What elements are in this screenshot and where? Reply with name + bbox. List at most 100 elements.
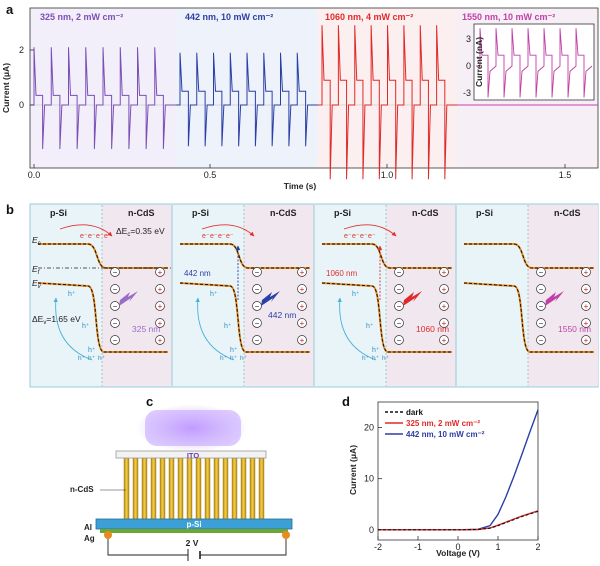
wavelength-label-2: 1060 nm: [416, 324, 449, 334]
electron-flow-0: [59, 224, 113, 237]
ion-pos-3-0: [581, 267, 591, 277]
nanorod-4: [159, 457, 166, 521]
cds-region-0: [102, 205, 172, 386]
photon-bolt-0: [119, 291, 138, 306]
ion-neg-sign-1-4: −: [255, 336, 260, 345]
nanorod-9: [204, 457, 211, 521]
hole-bottom-0-2: h⁺: [98, 355, 106, 362]
ion-neg-sign-1-2: −: [255, 302, 260, 311]
ion-neg-2-0: [394, 267, 404, 277]
nanorod-3: [150, 457, 157, 521]
psi-label: p-Si: [186, 520, 201, 529]
cds-side-label-2: n-CdS: [412, 208, 439, 218]
cds-region-2: [386, 205, 456, 386]
photon-bolt-3: [545, 291, 564, 306]
electron-1-1: e⁻: [210, 233, 218, 240]
xtick-1: 0.5: [204, 170, 217, 180]
ion-neg-sign-0-0: −: [113, 268, 118, 277]
ion-neg-1-2: [252, 301, 262, 311]
ion-pos-sign-1-1: +: [300, 285, 305, 294]
light-source: [145, 410, 241, 446]
ion-pos-sign-3-4: +: [584, 336, 589, 345]
psi-side-label-2: p-Si: [334, 208, 351, 218]
ion-neg-sign-2-1: −: [397, 285, 402, 294]
hole-b-1: h⁺: [224, 323, 232, 330]
nanorod-7: [186, 457, 193, 521]
electron-0-0: e⁻: [80, 233, 88, 240]
ion-neg-3-1: [536, 284, 546, 294]
nanorod-5: [168, 457, 175, 521]
ion-pos-2-1: [439, 284, 449, 294]
ito-layer: [115, 450, 267, 459]
nanorod-0: [123, 457, 130, 521]
valence-band-dark-1: [179, 282, 310, 353]
ion-neg-sign-3-0: −: [539, 268, 544, 277]
nanorod-11: [222, 457, 229, 521]
ion-neg-2-4: [394, 335, 404, 345]
panel-a-xlabel: Time (s): [284, 181, 317, 191]
iv-xlabel: Voltage (V): [436, 548, 480, 558]
ytick-0: 0: [19, 100, 24, 110]
nanorod-8: [195, 457, 202, 521]
ion-neg-sign-2-3: −: [397, 319, 402, 328]
nanorod-10: [213, 457, 220, 521]
iv-ytick-2: 20: [364, 423, 374, 433]
ion-pos-2-0: [439, 267, 449, 277]
panel-c-device-schematic: ITO p-Si n-CdS Al Ag 2 V: [70, 404, 293, 561]
ag-label: Ag: [84, 534, 95, 543]
cds-nanorod-array: [123, 457, 265, 521]
ion-pos-sign-0-1: +: [158, 285, 163, 294]
electron-0-2: e⁻: [96, 233, 104, 240]
panel-a-label: a: [6, 2, 14, 17]
electron-0-3: e⁻: [104, 233, 112, 240]
segment-label-1: 442 nm, 10 mW cm⁻²: [185, 12, 273, 22]
iv-ytick-0: 0: [369, 525, 374, 535]
xtick-0: 0.0: [28, 170, 41, 180]
ion-pos-sign-1-3: +: [300, 319, 305, 328]
psi-side-label-1: p-Si: [192, 208, 209, 218]
hole-b-2: h⁺: [366, 323, 374, 330]
ion-pos-1-3: [297, 318, 307, 328]
inset-ytick-0: 3: [466, 34, 471, 44]
valence-band-dark-3: [463, 282, 594, 353]
hole-bottom-2-0: h⁺: [362, 355, 370, 362]
inset-ytick-1: 0: [466, 61, 471, 71]
al-contact: [100, 529, 288, 533]
ito-label: ITO: [187, 451, 200, 460]
ag-contact-left: [104, 531, 112, 539]
conduction-band-dark-3: [464, 243, 594, 269]
ion-neg-sign-2-0: −: [397, 268, 402, 277]
hole-c-2: h⁺: [372, 347, 380, 354]
band-diagram-2: p-Si n-CdS− +− +− +− +− +1060 nme⁻ e⁻ e⁻ e⁻h⁺h⁺h⁺…: [313, 205, 456, 386]
inset-frame: [473, 23, 595, 101]
ion-neg-2-2: [394, 301, 404, 311]
electron-2-1: e⁻: [352, 233, 360, 240]
ion-pos-0-4: [155, 335, 165, 345]
panel-c-label: c: [146, 394, 153, 409]
ion-pos-sign-0-3: +: [158, 319, 163, 328]
ion-pos-sign-0-2: +: [158, 302, 163, 311]
electron-2-0: e⁻: [344, 233, 352, 240]
ion-pos-sign-2-4: +: [442, 336, 447, 345]
iv-xtick-2: 0: [455, 542, 460, 552]
hole-bottom-1-1: h⁺: [230, 355, 238, 362]
voltage-label: 2 V: [186, 538, 199, 548]
nanorod-14: [249, 457, 256, 521]
photon-bolt-2: [403, 291, 422, 306]
ion-pos-sign-3-1: +: [584, 285, 589, 294]
hole-c-0: h⁺: [88, 347, 96, 354]
current-trace-1: [176, 52, 318, 147]
hole-a-0: h⁺: [68, 291, 76, 298]
iv-series-1: [378, 510, 539, 531]
ion-neg-sign-3-3: −: [539, 319, 544, 328]
legend-entry-1: 325 nm, 2 mW cm⁻²: [406, 419, 480, 428]
ion-pos-1-4: [297, 335, 307, 345]
nanorod-2: [141, 457, 148, 521]
ion-neg-0-0: [110, 267, 120, 277]
band-diagram-3: p-Si n-CdS − + − + − + − + − +1550 nm: [455, 205, 598, 386]
circuit-wire: [107, 539, 287, 556]
ion-pos-0-2: [155, 301, 165, 311]
inset-ylabel: Current (nA): [474, 37, 484, 87]
